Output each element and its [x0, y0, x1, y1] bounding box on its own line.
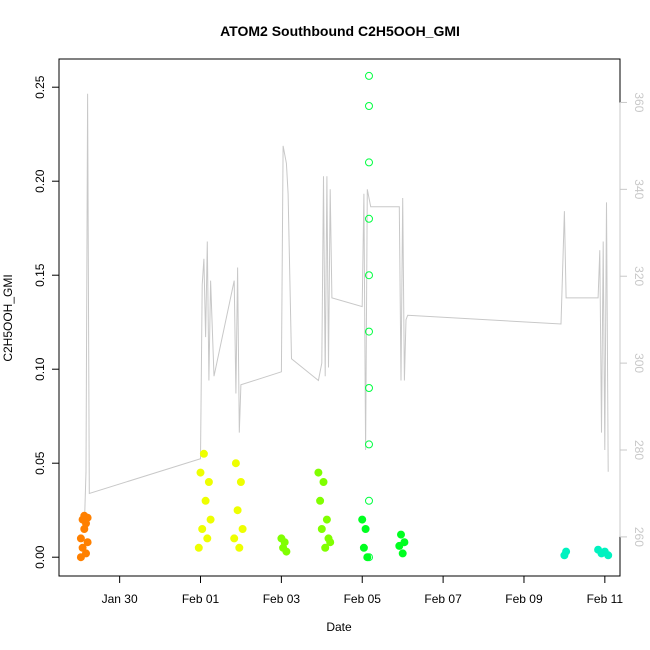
data-point [397, 530, 405, 539]
y-tick-label: 0.15 [33, 263, 47, 287]
data-point [322, 515, 331, 524]
series-5 [560, 545, 613, 560]
x-tick-label: Feb 09 [505, 592, 543, 606]
data-point [398, 549, 407, 558]
plot-area [58, 58, 621, 577]
data-point [196, 468, 205, 477]
secondary-line-layer [83, 93, 609, 529]
data-point [230, 534, 239, 543]
y2-tick-label: 300 [632, 353, 646, 373]
series-3 [365, 71, 373, 562]
data-point [400, 538, 409, 547]
data-point [365, 496, 373, 505]
data-point [238, 525, 247, 533]
data-point [365, 102, 373, 110]
data-point [317, 525, 326, 533]
data-point [203, 534, 212, 543]
y2-tick-label: 340 [632, 179, 646, 199]
x-tick-label: Jan 30 [102, 592, 138, 606]
data-point [194, 543, 203, 552]
chart-title: ATOM2 Southbound C2H5OOH_GMI [220, 23, 460, 39]
data-point [314, 468, 323, 477]
x-tick-label: Feb 11 [587, 592, 624, 606]
data-point [199, 449, 208, 458]
data-point [204, 478, 213, 486]
y2-tick-label: 260 [632, 527, 646, 547]
series-4 [358, 515, 409, 562]
data-point [361, 525, 370, 533]
data-point [83, 513, 92, 522]
data-point [76, 534, 85, 543]
data-point [316, 496, 325, 505]
y-tick-label: 0.20 [33, 169, 47, 193]
x-axis-label: Date [326, 620, 352, 634]
data-point [198, 525, 207, 533]
y2-tick-label: 360 [632, 92, 646, 112]
y-tick-label: 0.00 [33, 545, 47, 569]
data-point [319, 478, 328, 486]
series-0 [76, 511, 92, 562]
data-point [358, 515, 367, 524]
data-point [365, 158, 373, 167]
data-point [236, 478, 245, 486]
data-point [365, 384, 373, 392]
data-point [365, 327, 373, 336]
x-tick-label: Feb 03 [263, 592, 301, 606]
data-point [604, 551, 613, 560]
data-point [231, 459, 240, 468]
y-axis-label: C2H5OOH_GMI [1, 274, 15, 361]
x-tick-label: Feb 07 [424, 592, 462, 606]
data-point [326, 538, 335, 547]
x-tick-label: Feb 05 [344, 592, 382, 606]
y-tick-label: 0.25 [33, 75, 47, 99]
series-1 [194, 449, 247, 552]
points-layer [76, 71, 613, 562]
data-point [365, 440, 373, 449]
data-point [233, 506, 242, 515]
data-point [83, 538, 92, 547]
secondary-line [83, 93, 609, 529]
data-point [365, 271, 373, 280]
data-point [365, 214, 373, 223]
y-tick-label: 0.05 [33, 451, 47, 475]
x-tick-label: Feb 01 [182, 592, 220, 606]
data-point [363, 553, 372, 562]
y-tick-label: 0.10 [33, 357, 47, 381]
data-point [282, 547, 291, 556]
series-2 [277, 468, 335, 556]
y2-tick-label: 280 [632, 440, 646, 460]
data-point [321, 543, 330, 552]
y2-tick-label: 320 [632, 266, 646, 286]
data-point [562, 547, 571, 556]
data-point [280, 538, 289, 547]
data-point [201, 496, 210, 505]
data-point [359, 543, 368, 552]
axis-layer: Jan 30 Feb 01 Feb 03 Feb 05 Feb 07 Feb 09 Feb … [33, 75, 646, 606]
data-point [206, 515, 215, 524]
data-point [82, 549, 90, 558]
data-point [365, 71, 373, 80]
data-point [235, 543, 244, 552]
